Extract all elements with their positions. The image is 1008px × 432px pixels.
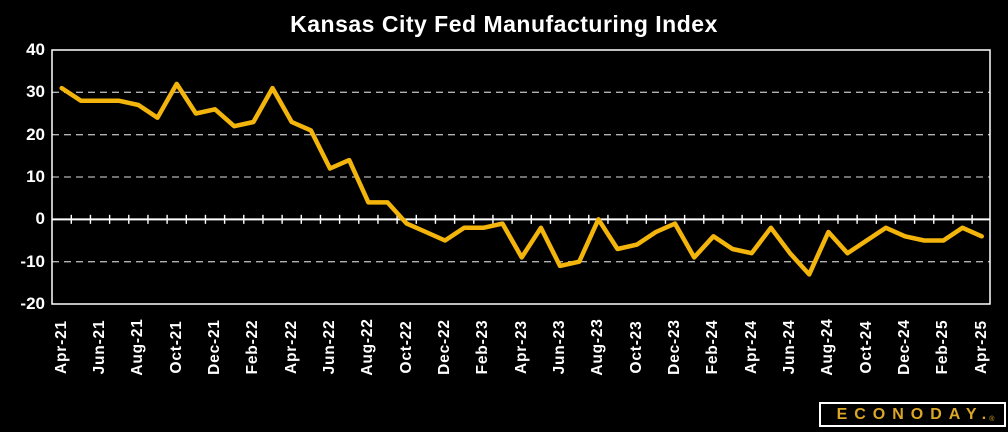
x-axis-tick-label: Aug-21 xyxy=(129,318,147,376)
x-axis-tick-label: Dec-23 xyxy=(666,319,684,375)
x-axis-tick-label: Oct-21 xyxy=(167,320,185,374)
x-axis-tick-label: Feb-24 xyxy=(704,319,722,375)
x-axis-tick-label: Feb-22 xyxy=(244,319,262,375)
x-axis-tick-label: Apr-24 xyxy=(742,320,760,374)
x-axis-tick-label: Aug-23 xyxy=(589,318,607,376)
x-axis-tick-label: Apr-22 xyxy=(282,320,300,374)
y-axis-tick-label: 30 xyxy=(26,82,45,102)
x-axis-tick-label: Jun-24 xyxy=(781,319,799,375)
plot-border xyxy=(51,49,991,305)
x-axis-tick-label: Jun-22 xyxy=(321,319,339,375)
y-axis-tick-label: -20 xyxy=(20,294,45,313)
x-axis-tick-label: Apr-23 xyxy=(512,320,530,374)
registered-trademark-icon: ® xyxy=(989,416,995,423)
econoday-logo-text: ECONODAY. xyxy=(836,405,994,423)
y-axis-tick-label: -10 xyxy=(20,251,45,271)
y-axis-tick-label: 10 xyxy=(26,167,45,186)
chart-title: Kansas City Fed Manufacturing Index xyxy=(290,11,718,37)
x-axis-tick-label: Feb-25 xyxy=(934,319,952,375)
y-axis-tick-label: 40 xyxy=(26,40,45,59)
index-line-series xyxy=(59,81,984,277)
x-axis-tick-label: Apr-25 xyxy=(972,320,990,374)
x-axis-tick-label: Feb-23 xyxy=(474,319,492,375)
y-axis-tick-label: 0 xyxy=(35,209,45,229)
x-axis-tick-label: Aug-24 xyxy=(819,318,837,376)
x-axis-tick-label: Apr-21 xyxy=(52,320,70,374)
x-axis-tick-label: Oct-24 xyxy=(857,320,875,374)
x-axis-tick-label: Jun-21 xyxy=(91,319,109,375)
x-axis-tick-label: Oct-22 xyxy=(397,320,415,374)
x-axis-tick-label: Oct-23 xyxy=(627,320,645,374)
x-axis-tick-label: Dec-22 xyxy=(436,319,454,375)
x-axis-tick-label: Dec-21 xyxy=(206,319,224,375)
y-axis-tick-label: 20 xyxy=(26,124,45,144)
x-axis-tick-label: Jun-23 xyxy=(551,319,569,375)
x-axis-tick-label: Aug-22 xyxy=(359,318,377,376)
x-axis-tick-label: Dec-24 xyxy=(896,319,914,375)
econoday-logo: ECONODAY. ® xyxy=(819,402,1006,427)
